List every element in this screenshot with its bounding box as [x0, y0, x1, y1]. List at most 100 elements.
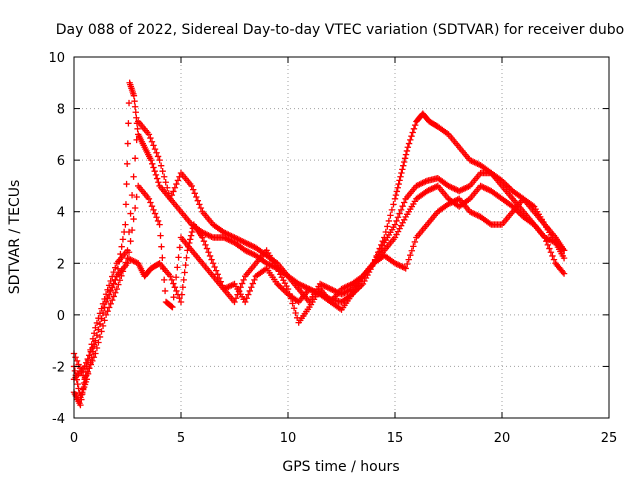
data-point [149, 160, 156, 168]
data-point [178, 291, 186, 298]
data-point [153, 214, 160, 221]
data-point [391, 221, 399, 228]
data-point [284, 285, 292, 293]
data-point [147, 199, 154, 206]
data-point [188, 182, 195, 190]
data-point [156, 156, 163, 164]
data-point [183, 254, 190, 261]
data-point [398, 169, 405, 177]
data-point [125, 249, 133, 256]
data-point [98, 305, 105, 312]
data-point [110, 293, 117, 300]
data-point [248, 284, 255, 291]
data-point [245, 291, 252, 298]
data-point [181, 269, 188, 276]
series-track-4 [70, 195, 568, 383]
data-point [84, 368, 91, 376]
data-point [119, 268, 127, 275]
data-point [544, 241, 552, 249]
data-point [408, 132, 415, 140]
data-point [76, 365, 84, 372]
data-point [127, 210, 134, 217]
data-point [391, 195, 399, 203]
data-point [394, 184, 401, 191]
data-point [131, 155, 139, 162]
data-point [246, 287, 253, 295]
data-point [109, 296, 116, 304]
data-point [399, 202, 406, 210]
data-point [160, 276, 168, 284]
data-point [197, 204, 205, 212]
data-point [77, 401, 84, 409]
data-point [251, 276, 258, 284]
data-point [151, 145, 159, 153]
data-point [404, 260, 411, 268]
data-point [112, 264, 119, 271]
data-point [156, 221, 163, 228]
data-point [202, 241, 209, 249]
data-point [171, 284, 179, 291]
data-point [560, 247, 568, 254]
data-point [83, 372, 90, 379]
data-point [231, 298, 238, 306]
data-point [289, 300, 296, 307]
data-point [104, 307, 111, 315]
data-point [73, 357, 81, 365]
data-point [78, 368, 85, 376]
data-point [400, 158, 408, 166]
data-point [107, 300, 114, 308]
data-point [547, 249, 555, 256]
data-point [145, 131, 153, 138]
data-point [397, 222, 405, 229]
data-point [238, 280, 246, 287]
data-point [169, 303, 176, 311]
x-tick-label: 20 [494, 431, 511, 446]
data-point [232, 295, 240, 302]
data-point [397, 173, 404, 180]
data-point [405, 140, 413, 147]
data-point [277, 283, 284, 291]
data-point [83, 359, 90, 366]
data-point [550, 256, 558, 263]
data-point [403, 147, 411, 155]
data-point [280, 286, 287, 294]
data-point [157, 162, 165, 169]
data-point [219, 282, 226, 289]
data-point [175, 254, 182, 261]
data-point [155, 179, 162, 186]
data-point [281, 279, 289, 287]
data-point [93, 319, 101, 327]
data-point [168, 276, 176, 284]
data-point [410, 125, 418, 133]
y-tick-label: 6 [57, 154, 65, 169]
data-point [147, 134, 154, 142]
data-point [153, 175, 161, 182]
data-point [394, 228, 402, 235]
data-point [147, 156, 155, 164]
data-point [177, 298, 185, 306]
data-point [86, 352, 93, 359]
data-point [110, 280, 117, 287]
data-point [185, 243, 192, 250]
data-point [131, 103, 139, 110]
data-point [393, 231, 400, 238]
data-point [209, 260, 217, 267]
data-point [151, 210, 159, 217]
data-point [131, 204, 139, 212]
data-point [90, 341, 98, 348]
data-point [153, 149, 160, 156]
data-point [290, 305, 298, 312]
data-point [145, 195, 153, 203]
data-point [101, 295, 108, 303]
data-point [179, 284, 187, 291]
y-tick-label: -4 [52, 412, 65, 427]
data-point [234, 291, 241, 298]
data-point [150, 164, 157, 171]
data-point [396, 225, 403, 232]
data-point [411, 121, 419, 129]
data-point [130, 92, 138, 99]
data-point [180, 276, 187, 284]
data-point [408, 247, 416, 254]
y-tick-label: 8 [57, 103, 65, 118]
data-point [112, 289, 119, 296]
